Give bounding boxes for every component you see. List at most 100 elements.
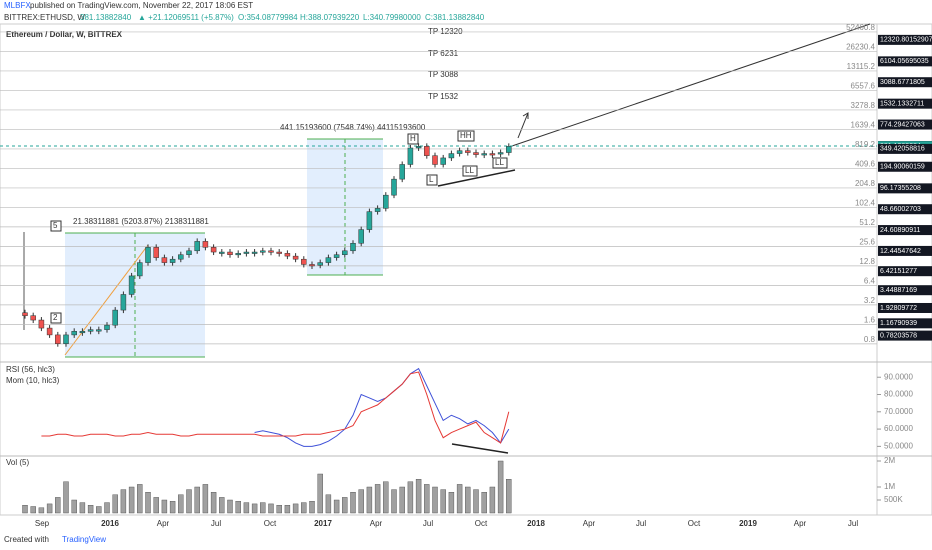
- vol-bar: [186, 489, 192, 514]
- ind-tick-label: 90.0000: [884, 372, 913, 381]
- y2-tick-label: 6557.6: [851, 82, 876, 91]
- candle: [342, 250, 348, 255]
- candle: [333, 254, 340, 258]
- price-tag: [878, 285, 932, 296]
- vol-bar: [55, 497, 61, 514]
- x-tick-label: Jul: [636, 519, 646, 528]
- candle: [145, 247, 151, 263]
- price-tag: [878, 266, 932, 277]
- candle: [391, 178, 397, 196]
- vol-bar: [506, 479, 512, 514]
- candle: [260, 250, 266, 253]
- pattern-box: [50, 220, 62, 232]
- candle: [497, 152, 504, 155]
- candle: [317, 262, 323, 266]
- published: published on TradingView.com, November 2…: [30, 1, 253, 10]
- pattern-box: [50, 312, 62, 324]
- x-tick-label: Sep: [35, 519, 50, 528]
- price-tag-label: 96.17355208: [880, 185, 921, 192]
- vol-bar: [145, 492, 151, 514]
- vol-bar: [178, 494, 184, 514]
- vol-bar: [260, 502, 266, 514]
- price-tag-label: 0.78203578: [880, 332, 917, 339]
- pattern-label: L: [429, 175, 434, 184]
- ind-title: RSI (56, hlc3): [6, 365, 55, 374]
- vol-bar: [96, 506, 102, 514]
- x-tick-label: Apr: [370, 519, 383, 528]
- candle: [202, 241, 209, 248]
- price-tag-label: 12320.80152907: [880, 37, 932, 44]
- vol-bar: [71, 499, 77, 514]
- vol-bar: [292, 503, 299, 514]
- price-tag: [878, 302, 932, 313]
- price-tag-label: 1532.1332711: [880, 101, 924, 108]
- candle: [465, 150, 471, 153]
- vol-bar: [358, 489, 364, 514]
- candle: [415, 146, 422, 149]
- candle: [219, 251, 225, 254]
- vol-bar: [309, 501, 315, 514]
- price-tag-label: 349.42058816: [880, 146, 925, 153]
- vol-bar: [63, 481, 69, 514]
- price-tag-label: 24.60890911: [880, 227, 920, 234]
- vol-bar: [38, 507, 45, 514]
- vol-bar: [342, 497, 348, 514]
- vol-bar: [424, 484, 430, 514]
- candle: [383, 194, 389, 209]
- low: L:340.79980000: [363, 13, 421, 22]
- candle: [104, 324, 110, 330]
- candle: [153, 247, 159, 258]
- price-tag-label: 1.16790939: [880, 320, 917, 327]
- projection: [511, 23, 871, 147]
- x-tick-label: Apr: [794, 519, 807, 528]
- candle: [473, 152, 479, 155]
- change: ▲ +21.12069511 (+5.87%): [138, 13, 234, 22]
- y2-tick-label: 102.4: [855, 199, 876, 208]
- candle: [210, 247, 217, 253]
- candle: [432, 155, 438, 165]
- vol-bar: [489, 486, 496, 514]
- ind-tick-label: 70.0000: [884, 407, 913, 416]
- x-tick-label: Oct: [688, 519, 701, 528]
- y2-tick-label: 52460.8: [846, 23, 875, 32]
- y2-tick-label: 1.6: [864, 315, 876, 324]
- x-tick-label: Apr: [583, 519, 596, 528]
- y2-tick-label: 409.6: [855, 160, 876, 169]
- pattern-box: [492, 157, 508, 169]
- vol-bar: [391, 489, 397, 514]
- vol-bar: [202, 484, 209, 514]
- divergence: [451, 443, 509, 454]
- author: MLBFX: [4, 1, 31, 10]
- candle: [374, 208, 381, 212]
- price-tag: [878, 119, 932, 130]
- y2-tick-label: 26230.4: [846, 43, 875, 52]
- price-tag: [878, 77, 932, 88]
- y2-tick-label: 51.2: [859, 218, 875, 227]
- vol-tick-label: 1M: [884, 482, 895, 491]
- pattern-box: [457, 130, 475, 142]
- vol-bar: [350, 492, 356, 514]
- vol-bar: [120, 489, 127, 514]
- vol-title: Vol (5): [6, 458, 29, 467]
- pattern-label: 2: [53, 313, 58, 322]
- price-tag: [878, 225, 932, 236]
- ind-tick-label: 60.0000: [884, 424, 913, 433]
- symbol: BITTREX:ETHUSD, W: [4, 13, 85, 22]
- candle: [399, 164, 405, 180]
- tp-label: TP 1532: [428, 92, 459, 101]
- support: [437, 169, 516, 187]
- range-box: [65, 233, 205, 357]
- candle: [96, 329, 102, 332]
- vol-bar: [383, 481, 389, 514]
- price-tag-label: 3088.6771805: [880, 79, 925, 86]
- candle: [120, 294, 127, 311]
- x-tick-label: 2018: [527, 519, 545, 528]
- candle: [440, 157, 446, 165]
- candle: [55, 334, 61, 344]
- y2-tick-label: 6.4: [864, 277, 876, 286]
- candle: [358, 229, 364, 244]
- candle: [22, 312, 28, 316]
- x-tick-label: Jul: [423, 519, 433, 528]
- vol-bar: [112, 494, 118, 514]
- price-tag: [878, 183, 932, 194]
